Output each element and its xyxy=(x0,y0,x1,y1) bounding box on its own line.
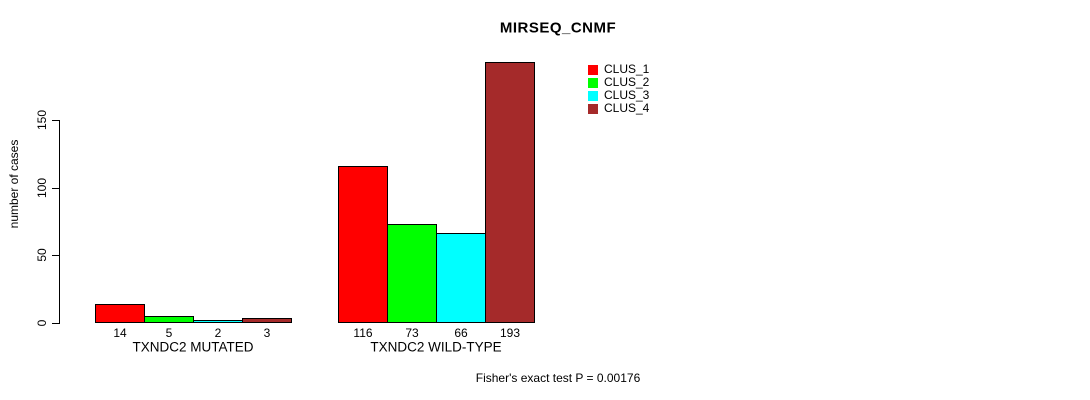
y-tick-label: 150 xyxy=(35,109,49,131)
legend-label: CLUS_2 xyxy=(604,75,650,89)
legend-label: CLUS_3 xyxy=(604,88,650,102)
bar-value-label: 73 xyxy=(405,326,419,340)
y-tick-label: 100 xyxy=(35,177,49,199)
legend-label: CLUS_1 xyxy=(604,62,650,76)
category-label: TXNDC2 MUTATED xyxy=(132,339,254,355)
bar-value-label: 193 xyxy=(499,326,521,340)
legend-swatch xyxy=(588,77,598,88)
y-tick-label: 0 xyxy=(35,319,49,327)
bar-value-label: 3 xyxy=(263,326,271,340)
caption-fisher-test: Fisher's exact test P = 0.00176 xyxy=(475,371,641,385)
legend-row: CLUS_4 xyxy=(588,102,649,115)
bar-clus_2 xyxy=(144,316,194,323)
bar-value-label: 116 xyxy=(353,326,373,340)
legend-label: CLUS_4 xyxy=(604,101,650,115)
y-axis-line xyxy=(59,120,60,324)
bar-clus_4 xyxy=(242,318,292,323)
y-tick xyxy=(52,255,59,256)
bar-value-label: 5 xyxy=(165,326,173,340)
bar-clus_2 xyxy=(387,224,437,323)
category-label: TXNDC2 WILD-TYPE xyxy=(370,339,502,355)
bar-value-label: 14 xyxy=(113,326,127,340)
bar-clus_4 xyxy=(485,62,535,323)
legend-swatch xyxy=(588,103,598,114)
legend-swatch xyxy=(588,64,598,75)
bar-clus_3 xyxy=(193,320,243,323)
legend: CLUS_1 CLUS_2 CLUS_3 CLUS_4 xyxy=(588,63,649,115)
bar-clus_3 xyxy=(436,233,486,323)
y-tick xyxy=(52,188,59,189)
bar-clus_1 xyxy=(338,166,388,323)
y-tick xyxy=(52,120,59,121)
chart-title: MIRSEQ_CNMF xyxy=(499,19,617,37)
y-axis-label: number of cases xyxy=(7,139,21,229)
y-tick xyxy=(52,323,59,324)
legend-row: CLUS_1 xyxy=(588,63,649,76)
y-tick-label: 50 xyxy=(35,248,49,262)
bar-clus_1 xyxy=(95,304,145,323)
legend-swatch xyxy=(588,90,598,101)
legend-row: CLUS_2 xyxy=(588,76,649,89)
bar-value-label: 66 xyxy=(454,326,468,340)
legend-row: CLUS_3 xyxy=(588,89,649,102)
bar-value-label: 2 xyxy=(214,326,222,340)
